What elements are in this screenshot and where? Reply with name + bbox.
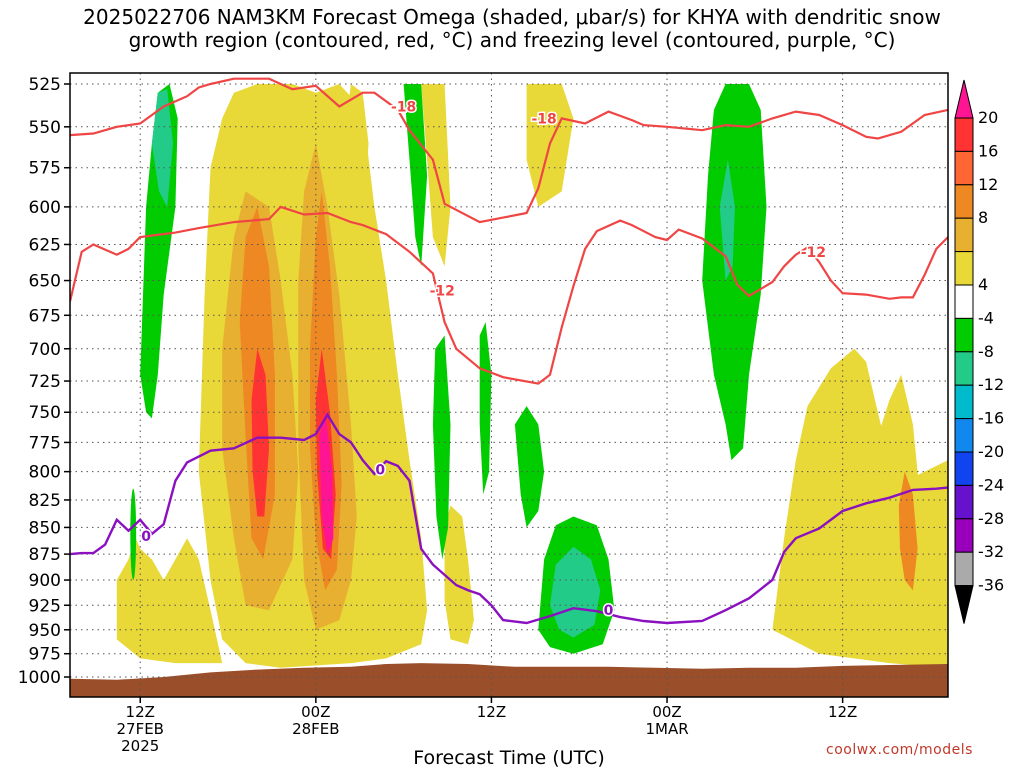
y-tick-label: 625 xyxy=(29,235,61,255)
colorbar-segment xyxy=(954,484,974,520)
dgz-label-minus12-b: -12 xyxy=(801,245,826,261)
x-tick-label: 28FEB xyxy=(292,720,339,738)
y-tick-label: 525 xyxy=(29,75,61,95)
x-tick-label: 00Z xyxy=(652,703,681,721)
colorbar-label: -8 xyxy=(978,342,994,361)
colorbar-segment xyxy=(954,384,974,420)
x-tick-label: 12Z xyxy=(828,703,857,721)
dgz-minus18-contour xyxy=(70,77,948,224)
omega-yellow-mid-low xyxy=(444,505,474,645)
x-tick-label: 12Z xyxy=(126,703,155,721)
colorbar-segment xyxy=(954,317,974,353)
colorbar-label: -12 xyxy=(978,375,1004,394)
omega-teal-lower xyxy=(550,546,601,638)
y-tick-label: 600 xyxy=(29,198,61,218)
colorbar-segment xyxy=(954,184,974,219)
freezing-label-a: 0 xyxy=(141,529,151,545)
colorbar-segment xyxy=(954,251,974,286)
y-tick-label: 925 xyxy=(29,596,61,616)
freezing-label-c: 0 xyxy=(604,603,614,619)
omega-green-strip-3 xyxy=(479,322,492,495)
omega-red-core-left xyxy=(251,348,269,517)
omega-orange-right xyxy=(898,471,918,591)
colorbar-label: -24 xyxy=(978,475,1004,494)
colorbar-label: -4 xyxy=(978,308,994,327)
colorbar-segment xyxy=(954,551,974,587)
y-tick-label: 950 xyxy=(29,621,61,641)
omega-yellow-right xyxy=(772,348,948,668)
dgz-label-minus18-a: -18 xyxy=(391,100,416,116)
colorbar-segment xyxy=(954,217,974,253)
colorbar-label: 8 xyxy=(978,208,988,227)
omega-teal-right xyxy=(719,159,735,281)
colorbar-label: 16 xyxy=(978,141,998,160)
colorbar-bottom-arrow xyxy=(954,585,974,624)
y-tick-label: 575 xyxy=(29,159,61,179)
y-tick-label: 700 xyxy=(29,340,61,360)
omega-teal-left xyxy=(151,89,173,207)
y-tick-label: 800 xyxy=(29,463,61,483)
colorbar-segment xyxy=(954,284,974,319)
omega-green-mid xyxy=(514,406,545,528)
terrain-ground xyxy=(70,663,948,697)
colorbar-segment xyxy=(954,418,974,453)
colorbar-segment xyxy=(954,518,974,553)
contour-lines: -18 -18 -12 -12 0 0 0 xyxy=(70,77,948,625)
y-tick-label: 850 xyxy=(29,518,61,538)
colorbar-top-arrow xyxy=(954,79,974,119)
colorbar-label: 4 xyxy=(978,275,988,294)
omega-green-right xyxy=(702,84,767,461)
y-tick-label: 550 xyxy=(29,118,61,138)
x-tick-label: 00Z xyxy=(301,703,330,721)
dgz-minus12-contour xyxy=(70,205,948,385)
y-tick-label: 775 xyxy=(29,433,61,453)
colorbar-segment xyxy=(954,451,974,486)
colorbar-segment xyxy=(954,351,974,386)
colorbar-legend: 20 16 12 8 4 -4 -8 -12 -16 -20 -24 -28 -32 -36 xyxy=(954,79,1004,624)
y-tick-label: 1000 xyxy=(18,668,61,688)
y-tick-label: 675 xyxy=(29,306,61,326)
x-axis-label: Forecast Time (UTC) xyxy=(413,747,604,768)
colorbar-label: -28 xyxy=(978,509,1004,528)
plot-frame xyxy=(69,72,949,698)
omega-green-speck xyxy=(130,488,137,581)
colorbar-label: -20 xyxy=(978,442,1004,461)
x-tick-label: 1MAR xyxy=(645,720,688,738)
chart-title: 2025022706 NAM3KM Forecast Omega (shaded… xyxy=(0,6,1024,52)
colorbar-label: -32 xyxy=(978,542,1004,561)
dgz-label-minus12-a: -12 xyxy=(430,283,455,299)
grid-lines xyxy=(70,73,948,697)
y-tick-label: 825 xyxy=(29,491,61,511)
colorbar-label: -16 xyxy=(978,409,1004,428)
site-credit: coolwx.com/models xyxy=(826,742,973,758)
omega-shading xyxy=(70,84,948,697)
omega-yellow-upper-right xyxy=(421,84,451,267)
colorbar-segment xyxy=(954,150,974,186)
x-tick-label: 12Z xyxy=(477,703,506,721)
y-tick-label: 975 xyxy=(29,645,61,665)
y-axis: 525 550 575 600 625 650 675 700 725 750 775 800 825 8… xyxy=(18,75,70,688)
title-line-1: 2025022706 NAM3KM Forecast Omega (shaded… xyxy=(83,5,941,29)
y-tick-label: 725 xyxy=(29,372,61,392)
y-tick-label: 750 xyxy=(29,403,61,423)
dgz-label-minus18-b: -18 xyxy=(531,111,556,127)
freezing-label-b: 0 xyxy=(375,462,385,478)
colorbar-segment xyxy=(954,117,974,152)
colorbar-label: 12 xyxy=(978,175,998,194)
y-tick-label: 875 xyxy=(29,545,61,565)
freezing-level-contour xyxy=(70,412,948,625)
y-tick-label: 900 xyxy=(29,571,61,591)
omega-green-strip-2 xyxy=(432,335,451,560)
omega-yellow-low-left xyxy=(116,538,223,664)
x-tick-label: 27FEB xyxy=(116,720,163,738)
colorbar-label: 20 xyxy=(978,108,998,127)
y-tick-label: 650 xyxy=(29,272,61,292)
title-line-2: growth region (contoured, red, °C) and f… xyxy=(128,28,896,52)
omega-pink-max xyxy=(319,412,334,555)
colorbar-label: -36 xyxy=(978,576,1004,595)
x-tick-label: 2025 xyxy=(121,737,159,755)
